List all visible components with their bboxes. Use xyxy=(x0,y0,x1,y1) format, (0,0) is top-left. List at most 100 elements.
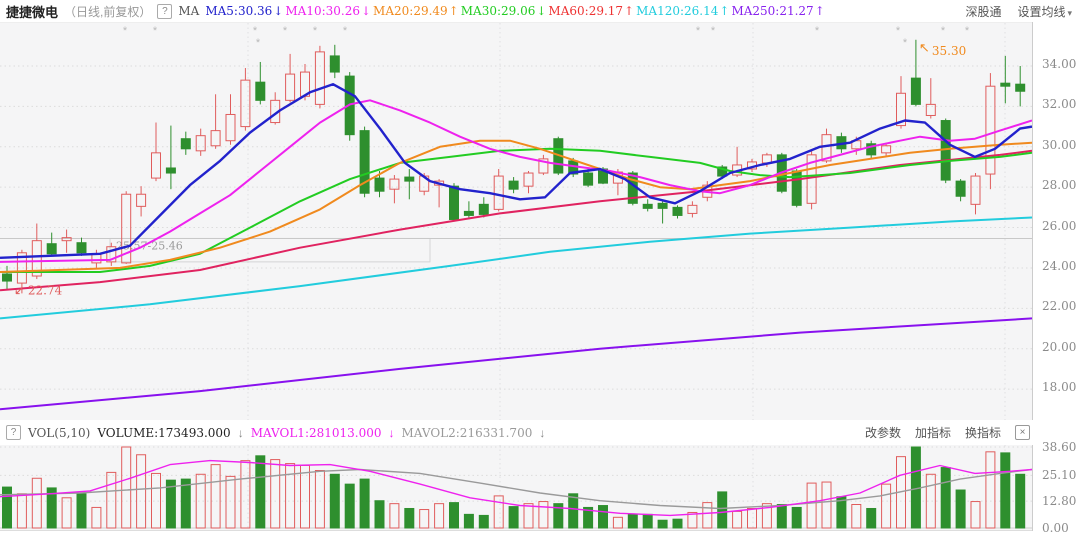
volume-axis-label: 25.10 xyxy=(1042,468,1077,483)
candle-down xyxy=(955,180,966,197)
candle-down xyxy=(76,242,87,254)
volume-chart[interactable] xyxy=(0,445,1032,531)
candle-down xyxy=(449,185,459,220)
volume-bar-down xyxy=(255,455,266,529)
candle-up xyxy=(896,92,906,127)
vol-help-icon[interactable]: ? xyxy=(6,425,21,440)
volume-bar-up xyxy=(821,481,832,529)
candle-down xyxy=(165,167,176,174)
event-marker-icon: * xyxy=(696,25,701,37)
high-price-label: 35.30 xyxy=(932,44,966,58)
volume-bar-up xyxy=(121,446,132,529)
ma-trend-arrow-icon: ↑ xyxy=(814,4,825,18)
event-marker-icon: * xyxy=(941,25,946,37)
shenzhen-connect-link[interactable]: 深股通 xyxy=(965,4,1002,19)
ma-values-row: MA5:30.36↓ MA10:30.26↓ MA20:29.49↑ MA30:29.… xyxy=(205,4,826,18)
candle-up xyxy=(821,134,832,162)
volume-bar-down xyxy=(866,507,877,529)
volume-bar-up xyxy=(240,460,251,529)
volume-bar-up xyxy=(747,507,757,529)
candle-up xyxy=(121,193,132,264)
volume-bar-up xyxy=(225,475,236,529)
volume-bar-down xyxy=(463,513,474,529)
volume-bar-down xyxy=(553,503,564,529)
volume-bar-up xyxy=(970,501,981,529)
candle-down xyxy=(180,138,191,150)
indicator-button-1[interactable]: 加指标 xyxy=(914,426,951,440)
volume-bars[interactable] xyxy=(2,446,1026,529)
candle-down xyxy=(478,203,489,215)
indicator-button-0[interactable]: 改参数 xyxy=(864,426,901,440)
candle-down xyxy=(1015,83,1026,92)
volume-bar-down xyxy=(627,513,638,529)
volume-bar-up xyxy=(538,501,549,529)
price-axis-label: 32.00 xyxy=(1042,97,1077,112)
gap-annotation: 25.57-25.46 xyxy=(0,237,1032,263)
vol-ma-line-MAVOL2 xyxy=(0,468,1032,510)
candle-down xyxy=(359,130,370,194)
ma-value-0: MA5:30.36↓ xyxy=(205,4,284,18)
volume-bar-down xyxy=(180,478,191,529)
ma-trend-arrow-icon: ↓ xyxy=(273,4,284,18)
volume-bar-down xyxy=(1015,473,1026,529)
price-axis-label: 28.00 xyxy=(1042,178,1077,193)
candle-down xyxy=(463,210,474,216)
close-indicator-icon[interactable]: × xyxy=(1015,425,1030,440)
volume-bar-up xyxy=(493,495,504,529)
event-marker-icon: * xyxy=(711,25,716,37)
candle-down xyxy=(642,203,653,209)
ma-value-5: MA120:26.14↑ xyxy=(636,4,730,18)
candlesticks[interactable] xyxy=(2,39,1026,294)
volume-header: ? VOL(5,10) VOLUME:173493.000 ↓ MAVOL1:2… xyxy=(0,420,1038,445)
volume-bar-up xyxy=(61,497,72,529)
price-axis-label: 20.00 xyxy=(1042,339,1077,354)
stock-name: 捷捷微电 xyxy=(6,4,59,20)
ma-trend-arrow-icon: ↑ xyxy=(448,4,459,18)
ma-settings-dropdown[interactable]: 设置均线 ▾ xyxy=(1017,4,1072,19)
volume-bar-down xyxy=(955,489,966,529)
price-chart[interactable]: 25.57-25.46 * * * * * * * * * * * * * * ↖ 35.30 ↙ 22.74 xyxy=(0,22,1032,421)
event-marker-icon: * xyxy=(313,25,318,37)
event-marker-icon: * xyxy=(965,25,970,37)
volume-bar-down xyxy=(568,493,579,529)
ma-value-1: MA10:30.26↓ xyxy=(285,4,372,18)
candle-up xyxy=(985,85,996,175)
volume-bar-up xyxy=(419,509,430,529)
ma-line-MA250 xyxy=(0,317,1032,411)
price-axis-label: 26.00 xyxy=(1042,218,1077,233)
candle-down xyxy=(866,143,877,156)
candle-up xyxy=(151,152,161,179)
header-right-menu: 深股通 设置均线 ▾ xyxy=(965,3,1080,20)
ma-help-icon[interactable]: ? xyxy=(157,3,173,19)
mavol2-arrow-icon: ↓ xyxy=(539,425,546,440)
volume-bar-down xyxy=(791,506,802,529)
event-markers[interactable]: * * * * * * * * * * * ** * xyxy=(123,25,970,49)
volume-bar-down xyxy=(46,487,57,529)
indicator-button-2[interactable]: 换指标 xyxy=(964,426,1001,440)
volume-axis-label: 38.60 xyxy=(1042,440,1077,454)
candle-down xyxy=(2,273,12,282)
volume-bar-down xyxy=(329,473,340,529)
ma-trend-arrow-icon: ↑ xyxy=(624,4,635,18)
candle-up xyxy=(538,158,549,174)
price-annotations: ↖ 35.30 ↙ 22.74 xyxy=(14,40,966,298)
candle-down xyxy=(717,166,728,177)
candle-down xyxy=(374,177,385,192)
mavol2-value: MAVOL2:216331.700 xyxy=(401,425,533,440)
vol-indicator-label: VOL(5,10) xyxy=(28,425,91,440)
volume-bar-up xyxy=(389,503,400,529)
candle-up xyxy=(106,246,117,263)
ma-value-4: MA60:29.17↑ xyxy=(548,4,635,18)
candle-down xyxy=(329,55,340,73)
candle-up xyxy=(523,172,534,187)
volume-axis-label: 0.00 xyxy=(1042,521,1069,533)
volume-bar-down xyxy=(657,519,668,529)
candle-down xyxy=(583,172,594,186)
volume-axis: 38.60 25.10 12.80 0.00 xyxy=(1032,440,1080,533)
chart-period-label: （日线,前复权） xyxy=(64,4,152,19)
event-marker-icon: * xyxy=(815,25,820,37)
candle-up xyxy=(240,79,251,128)
candle-down xyxy=(672,206,683,216)
volume-bar-up xyxy=(523,503,534,529)
candle-up xyxy=(925,103,936,116)
